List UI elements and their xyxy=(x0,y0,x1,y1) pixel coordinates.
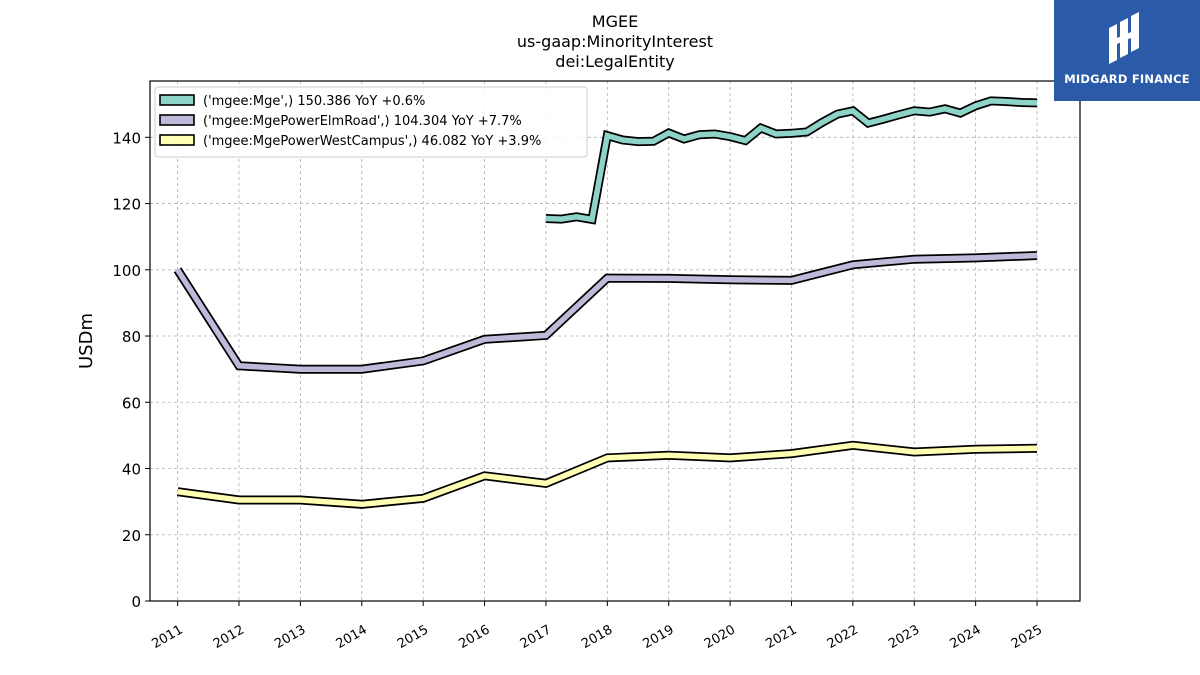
brand-name: MIDGARD FINANCE xyxy=(1064,72,1190,86)
plot-frame xyxy=(149,80,1081,602)
x-tick-label: 2012 xyxy=(211,622,247,652)
x-tick-label: 2020 xyxy=(702,622,738,652)
y-tick-label: 100 xyxy=(112,262,141,280)
x-tick-label: 2014 xyxy=(334,622,370,652)
y-tick-label: 120 xyxy=(112,196,141,214)
legend-label: ('mgee:MgePowerElmRoad',) 104.304 YoY +7… xyxy=(203,114,522,129)
x-tick-label: 2022 xyxy=(825,622,861,652)
y-tick-label: 140 xyxy=(112,129,141,147)
series-line xyxy=(175,252,1038,372)
y-tick-label: 20 xyxy=(122,527,141,545)
legend-box xyxy=(154,86,588,158)
x-tick-label: 2011 xyxy=(149,622,185,652)
legend-label: ('mgee:Mge',) 150.386 YoY +0.6% xyxy=(203,94,425,109)
legend-swatch xyxy=(159,114,195,126)
legend: ('mgee:Mge',) 150.386 YoY +0.6% ('mgee:Mg… xyxy=(154,86,588,158)
series-line xyxy=(545,98,1038,223)
title-line: us-gaap:MinorityInterest xyxy=(517,32,713,51)
axis-ticks: 0 20 40 60 80 100 120 140 2011 2012 2013 2014 2015 20… xyxy=(112,129,1045,652)
x-tick-label: 2019 xyxy=(641,622,677,652)
title-line: MGEE xyxy=(592,12,638,31)
legend-swatch xyxy=(159,94,195,106)
chart-title: MGEEus-gaap:MinorityInterestdei:LegalEnt… xyxy=(517,12,713,71)
x-tick-label: 2017 xyxy=(518,622,554,652)
title-line: dei:LegalEntity xyxy=(555,52,674,71)
grid xyxy=(150,81,1080,602)
midgard-logo-icon xyxy=(1109,12,1139,64)
x-tick-label: 2025 xyxy=(1009,622,1045,652)
x-tick-label: 2016 xyxy=(456,622,492,652)
legend-label: ('mgee:MgePowerWestCampus',) 46.082 YoY … xyxy=(203,134,541,149)
y-axis-label: USDm xyxy=(76,313,97,369)
x-tick-label: 2024 xyxy=(947,622,983,652)
series-line xyxy=(177,442,1038,508)
x-tick-label: 2015 xyxy=(395,622,431,652)
y-tick-label: 80 xyxy=(122,328,141,346)
x-tick-label: 2021 xyxy=(763,622,799,652)
y-tick-label: 60 xyxy=(122,394,141,412)
brand-logo: MIDGARD FINANCE xyxy=(1054,0,1200,101)
x-tick-label: 2018 xyxy=(579,622,615,652)
legend-swatch xyxy=(159,134,195,146)
x-tick-label: 2013 xyxy=(272,622,308,652)
x-tick-label: 2023 xyxy=(886,622,922,652)
y-tick-label: 0 xyxy=(131,593,141,611)
series-lines xyxy=(173,96,1038,509)
y-tick-label: 40 xyxy=(122,461,141,479)
